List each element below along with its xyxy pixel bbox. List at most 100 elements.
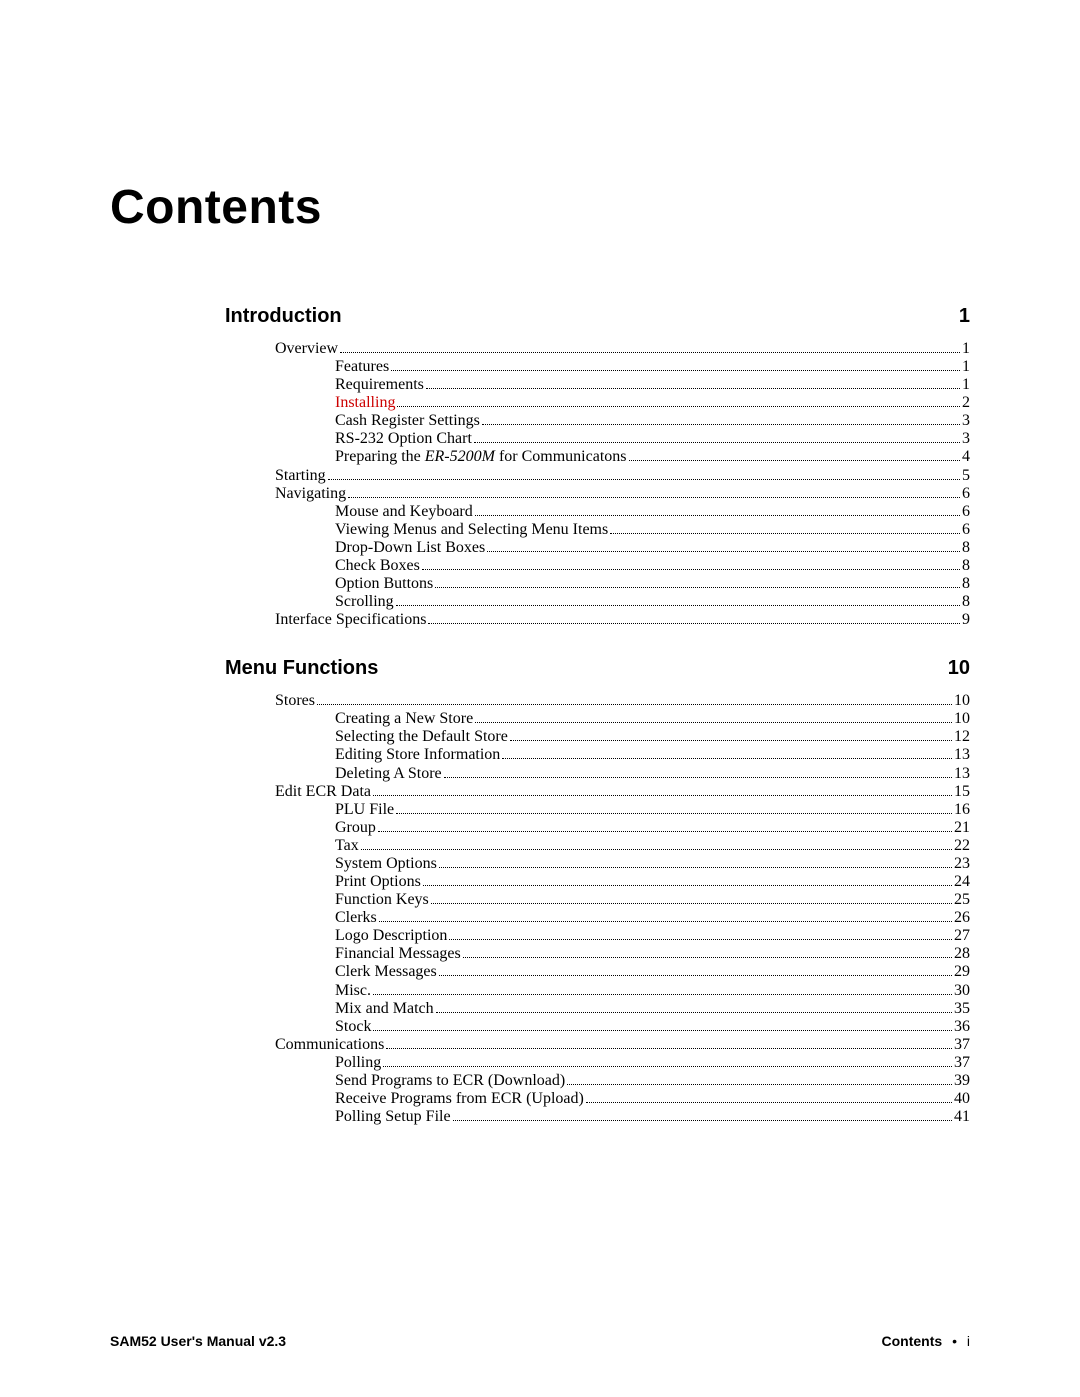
toc-entry-page: 29 [954, 963, 970, 981]
toc-entry[interactable]: System Options23 [225, 855, 970, 873]
toc-entry-label: Logo Description [335, 927, 447, 945]
toc-leader [379, 921, 952, 922]
toc-entry-page: 24 [954, 873, 970, 891]
toc-leader [439, 867, 952, 868]
footer-bullet-icon: • [946, 1333, 963, 1349]
toc-entry[interactable]: Overview1 [225, 340, 970, 358]
toc-entry-page: 16 [954, 801, 970, 819]
toc-entry-page: 12 [954, 728, 970, 746]
toc-entry-page: 28 [954, 945, 970, 963]
toc-leader [431, 903, 952, 904]
toc-entry[interactable]: RS-232 Option Chart3 [225, 430, 970, 448]
toc-entry[interactable]: Features 1 [225, 358, 970, 376]
toc-leader [361, 849, 952, 850]
toc-entry-page: 1 [962, 340, 970, 358]
toc-leader [397, 406, 960, 407]
toc-entry-label: Features [335, 358, 389, 376]
toc-entry[interactable]: Edit ECR Data 15 [225, 783, 970, 801]
toc-leader [386, 1048, 952, 1049]
toc-entry-label: Misc. [335, 982, 371, 1000]
toc-entry[interactable]: Navigating 6 [225, 485, 970, 503]
toc-entry[interactable]: Cash Register Settings3 [225, 412, 970, 430]
toc-entry-page: 40 [954, 1090, 970, 1108]
toc-entry[interactable]: PLU File 16 [225, 801, 970, 819]
toc-entry[interactable]: Function Keys25 [225, 891, 970, 909]
toc-entry-page: 2 [962, 394, 970, 412]
toc-entry[interactable]: Clerks26 [225, 909, 970, 927]
toc-leader [383, 1066, 952, 1067]
toc-leader [586, 1102, 952, 1103]
toc-entry-label: Send Programs to ECR (Download) [335, 1072, 565, 1090]
toc-entry-page: 35 [954, 1000, 970, 1018]
toc-entry[interactable]: Financial Messages28 [225, 945, 970, 963]
toc-entry-page: 6 [962, 485, 970, 503]
toc-entry[interactable]: Stock36 [225, 1018, 970, 1036]
toc-entry-label: Mouse and Keyboard [335, 503, 473, 521]
toc-entry[interactable]: Misc.30 [225, 982, 970, 1000]
toc-entry[interactable]: Communications37 [225, 1036, 970, 1054]
toc-entry-page: 15 [954, 783, 970, 801]
toc-entry[interactable]: Group 21 [225, 819, 970, 837]
toc-entry-page: 41 [954, 1108, 970, 1126]
toc-entry-page: 37 [954, 1036, 970, 1054]
toc-leader [487, 551, 960, 552]
toc-entry-label: Polling [335, 1054, 381, 1072]
toc-entry[interactable]: Polling Setup File 41 [225, 1108, 970, 1126]
toc-leader [463, 957, 952, 958]
toc-entry-label: Function Keys [335, 891, 429, 909]
section-heading: Introduction1 [225, 305, 970, 328]
toc-entry[interactable]: Installing2 [225, 394, 970, 412]
toc-entry-page: 3 [962, 430, 970, 448]
toc-leader [317, 704, 952, 705]
toc-entry[interactable]: Stores10 [225, 692, 970, 710]
toc-entry-page: 27 [954, 927, 970, 945]
toc-leader [391, 370, 960, 371]
toc-leader [396, 605, 960, 606]
toc-entry[interactable]: Selecting the Default Store 12 [225, 728, 970, 746]
toc-entry[interactable]: Interface Specifications9 [225, 611, 970, 629]
toc-entry[interactable]: Print Options 24 [225, 873, 970, 891]
toc-entry[interactable]: Drop-Down List Boxes8 [225, 539, 970, 557]
toc-entry-label: PLU File [335, 801, 394, 819]
footer-left: SAM52 User's Manual v2.3 [110, 1333, 286, 1349]
toc-entry[interactable]: Mix and Match35 [225, 1000, 970, 1018]
toc-leader [348, 497, 960, 498]
toc-entry[interactable]: Check Boxes8 [225, 557, 970, 575]
toc-entry[interactable]: Option Buttons8 [225, 575, 970, 593]
toc-entry-page: 5 [962, 467, 970, 485]
toc-leader [482, 424, 960, 425]
section-heading-page: 1 [959, 305, 970, 328]
toc-entry[interactable]: Requirements1 [225, 376, 970, 394]
toc-entry-page: 1 [962, 358, 970, 376]
toc-entry-page: 21 [954, 819, 970, 837]
toc-entry[interactable]: Receive Programs from ECR (Upload)40 [225, 1090, 970, 1108]
toc-entry-label: Edit ECR Data [275, 783, 371, 801]
toc-entry[interactable]: Tax22 [225, 837, 970, 855]
toc-entry-label: Polling Setup File [335, 1108, 451, 1126]
toc-entry[interactable]: Deleting A Store13 [225, 765, 970, 783]
section-heading: Menu Functions10 [225, 657, 970, 680]
toc-entry[interactable]: Creating a New Store10 [225, 710, 970, 728]
toc-entry[interactable]: Viewing Menus and Selecting Menu Items6 [225, 521, 970, 539]
toc-entry-label: Navigating [275, 485, 346, 503]
toc-entry[interactable]: Send Programs to ECR (Download)39 [225, 1072, 970, 1090]
toc-entry-label: Selecting the Default Store [335, 728, 508, 746]
footer-right-label: Contents [882, 1333, 943, 1349]
toc-leader [475, 515, 960, 516]
toc-leader [373, 994, 952, 995]
toc-leader [449, 939, 952, 940]
toc-entry[interactable]: Preparing the ER-5200M for Communicatons… [225, 448, 970, 466]
toc-entry[interactable]: Scrolling8 [225, 593, 970, 611]
toc-leader [340, 352, 960, 353]
toc-entry[interactable]: Clerk Messages29 [225, 963, 970, 981]
toc-entry[interactable]: Starting5 [225, 467, 970, 485]
table-of-contents: Introduction1Overview1Features1Requireme… [110, 305, 970, 1126]
toc-entry[interactable]: Logo Description 27 [225, 927, 970, 945]
toc-entry-label: Print Options [335, 873, 421, 891]
toc-entry[interactable]: Mouse and Keyboard6 [225, 503, 970, 521]
toc-entry[interactable]: Polling37 [225, 1054, 970, 1072]
toc-entry-label: Group [335, 819, 376, 837]
toc-leader [439, 975, 952, 976]
toc-entry[interactable]: Editing Store Information13 [225, 746, 970, 764]
toc-entry-label: Interface Specifications [275, 611, 426, 629]
